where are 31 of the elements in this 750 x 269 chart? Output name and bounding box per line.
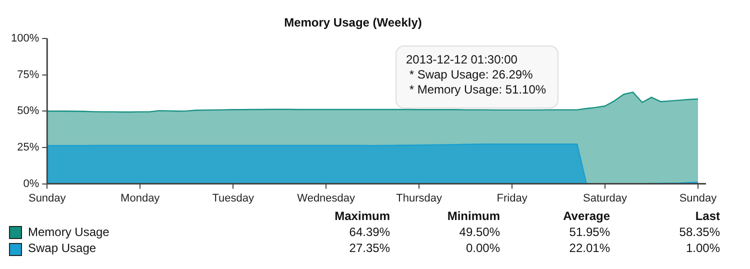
text: 22.01% (568, 240, 610, 257)
x-tick-label: Tuesday (212, 192, 254, 204)
y-tick-label: 0% (23, 178, 40, 190)
y-tick-label: 100% (10, 32, 40, 44)
annotation: 2013-12-12 01:30:00 (406, 52, 518, 66)
text: 58.35% (678, 224, 720, 240)
x-tick-label: Saturday (583, 192, 628, 204)
text: Minimum (446, 208, 500, 224)
annotation: * Memory Usage: 51.10% (406, 82, 546, 96)
text: Maximum (334, 208, 390, 224)
x-tick-label: Sunday (28, 192, 66, 204)
y-tick-label: 75% (17, 68, 40, 81)
text: 0.00% (464, 240, 500, 257)
chart-title: Memory Usage (Weekly) (284, 16, 422, 30)
x-tick-label: Monday (120, 192, 160, 204)
text: Last (694, 208, 720, 224)
text: 49.50% (458, 224, 500, 240)
x-tick-label: Friday (496, 192, 528, 204)
text: 51.95% (568, 224, 610, 240)
text: 27.35% (348, 240, 390, 257)
annotation: * Swap Usage: 26.29% (406, 67, 534, 82)
x-tick-label: Wednesday (297, 192, 356, 204)
y-tick-label: 25% (17, 141, 40, 154)
text: Average (562, 208, 610, 224)
legend-label: Swap Usage (27, 240, 98, 257)
legend-label: Memory Usage (27, 224, 110, 240)
x-tick-label: Sunday (679, 192, 718, 204)
y-tick-label: 50% (17, 105, 40, 118)
text: 1.00% (684, 240, 720, 257)
x-tick-label: Thursday (396, 192, 442, 204)
text: 64.39% (348, 224, 390, 240)
